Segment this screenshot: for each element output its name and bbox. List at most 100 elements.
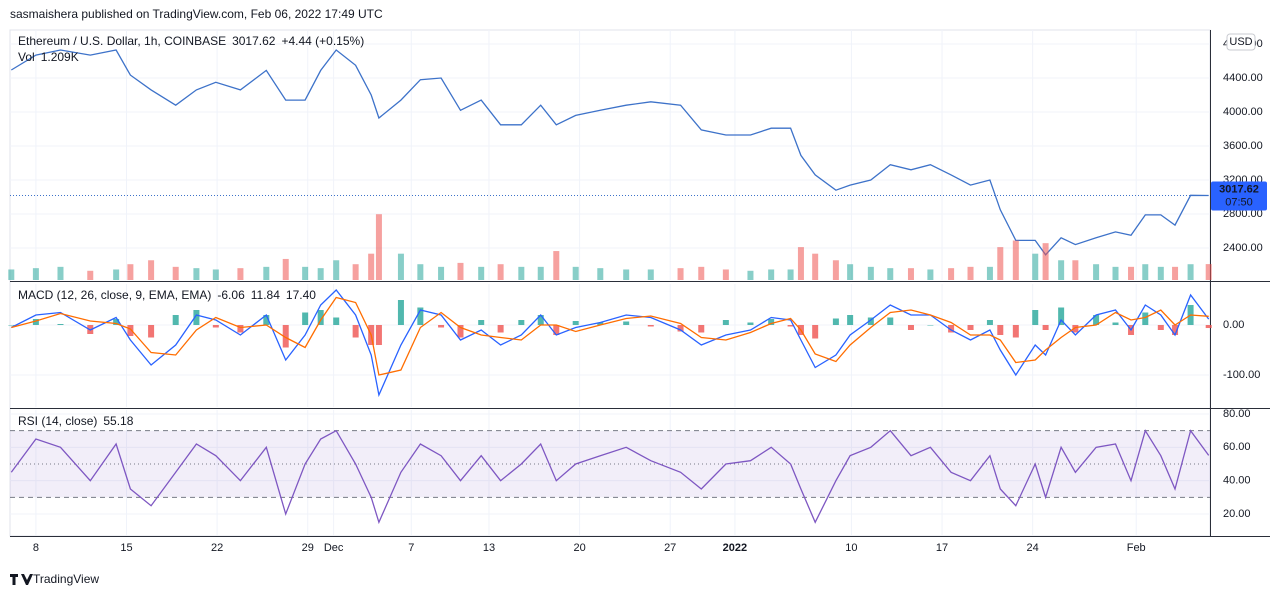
volume-bar <box>677 268 684 280</box>
macd-histogram-bar <box>948 325 955 333</box>
volume-bar <box>1205 264 1212 280</box>
volume-bar <box>57 266 64 280</box>
x-tick-label: 20 <box>573 542 585 554</box>
macd-histogram-bar <box>677 325 684 332</box>
volume-bar <box>722 269 729 280</box>
series-line <box>11 289 1210 398</box>
legend-value: 55.18 <box>103 414 133 428</box>
macd-histogram-bar <box>497 325 504 333</box>
macd-histogram-bar <box>397 300 404 325</box>
macd-histogram-bar <box>887 317 894 325</box>
macd-histogram-bar <box>768 319 775 325</box>
macd-histogram-bar <box>1112 322 1119 325</box>
y-tick-label: 20.00 <box>1223 508 1251 520</box>
x-tick-label: 17 <box>936 542 948 554</box>
volume-bar <box>457 262 464 280</box>
volume-bar <box>127 264 134 280</box>
macd-histogram-bar <box>997 325 1004 335</box>
volume-bar <box>927 269 934 280</box>
pane-title: MACD (12, 26, close, 9, EMA, EMA) <box>18 288 211 302</box>
volume-bar <box>397 253 404 280</box>
macd-histogram-bar <box>193 310 200 325</box>
y-tick-label: 4000.00 <box>1223 106 1263 118</box>
macd-histogram-bar <box>1205 325 1212 329</box>
macd-histogram-bar <box>847 315 854 325</box>
series-line <box>10 49 1209 256</box>
last-price-box <box>1211 181 1267 211</box>
volume-bar <box>647 269 654 280</box>
macd-histogram-bar <box>237 325 244 333</box>
overlay-layer: 8 15 22 29 Dec 7 13 20 27 2022 10 17 24 Feb 2400.00 280… <box>10 33 1267 554</box>
macd-histogram-bar <box>302 312 309 325</box>
macd-histogram-bar <box>1157 325 1164 330</box>
macd-histogram-bar <box>148 325 155 338</box>
volume-bar <box>1012 240 1019 280</box>
volume-bar <box>1172 266 1179 280</box>
volume-bar <box>1187 264 1194 280</box>
macd-histogram-bar <box>333 317 340 325</box>
y-tick-label: 80.00 <box>1223 408 1251 420</box>
macd-histogram-bar <box>867 317 874 325</box>
volume-bar <box>113 269 120 280</box>
pane-title: RSI (14, close) <box>18 414 97 428</box>
macd-histogram-bar <box>518 320 525 325</box>
currency-box <box>1226 33 1256 51</box>
y-tick-label: 3600.00 <box>1223 140 1263 152</box>
macd-histogram-bar <box>113 319 120 325</box>
y-tick-label: 2400.00 <box>1223 242 1263 254</box>
volume-bar <box>518 266 525 280</box>
volume-bar <box>497 264 504 280</box>
volume-bar <box>282 258 289 280</box>
macd-histogram-bar <box>698 325 705 333</box>
x-tick-label: 29 <box>302 542 314 554</box>
x-tick-label: 7 <box>408 542 414 554</box>
volume-bar <box>263 266 270 280</box>
macd-histogram-bar <box>572 321 579 325</box>
y-tick-label: 0.00 <box>1223 319 1244 331</box>
volume-bar <box>1112 266 1119 280</box>
volume-bar <box>438 266 445 280</box>
macd-histogram-bar <box>927 325 934 326</box>
macd-histogram-bar <box>986 320 993 325</box>
macd-histogram-bar <box>722 320 729 325</box>
volume-bar <box>832 260 839 280</box>
volume-bar <box>237 268 244 280</box>
volume-bar <box>172 266 179 280</box>
volume-bar <box>1142 264 1149 280</box>
volume-bar <box>698 266 705 280</box>
macd-histogram-bar <box>57 324 64 325</box>
macd-histogram-bar <box>1058 307 1065 325</box>
volume-bar <box>1128 266 1135 280</box>
x-tick-label: 8 <box>33 542 39 554</box>
macd-histogram-bar <box>747 322 754 325</box>
volume-bar <box>1093 264 1100 280</box>
y-tick-label: 4400.00 <box>1223 72 1263 84</box>
volume-bar <box>352 264 359 280</box>
volume-bar <box>967 266 974 280</box>
macd-histogram-bar <box>457 325 464 338</box>
volume-bar <box>333 260 340 280</box>
volume-bar <box>417 264 424 280</box>
volume-bar <box>986 266 993 280</box>
macd-histogram-bar <box>597 322 604 325</box>
volume-bar <box>302 266 309 280</box>
volume-bar <box>907 268 914 280</box>
macd-histogram-bar <box>832 318 839 325</box>
volume-bar <box>867 266 874 280</box>
series-line <box>11 296 1209 376</box>
volume-bar <box>317 268 324 280</box>
volume-bar <box>887 268 894 280</box>
volume-label: Vol <box>18 50 35 64</box>
legend-value: 17.40 <box>286 288 316 302</box>
price-change: +4.44 (+0.15%) <box>281 34 364 48</box>
x-tick-label: 27 <box>664 542 676 554</box>
volume-bar <box>997 247 1004 280</box>
x-tick-label: 10 <box>845 542 857 554</box>
macd-histogram-bar <box>812 325 819 339</box>
volume-bar <box>623 269 630 280</box>
y-tick-label: 60.00 <box>1223 441 1251 453</box>
pane-title: Ethereum / U.S. Dollar, 1h, COINBASE <box>18 34 226 48</box>
publish-info: sasmaishera published on TradingView.com… <box>10 7 383 21</box>
